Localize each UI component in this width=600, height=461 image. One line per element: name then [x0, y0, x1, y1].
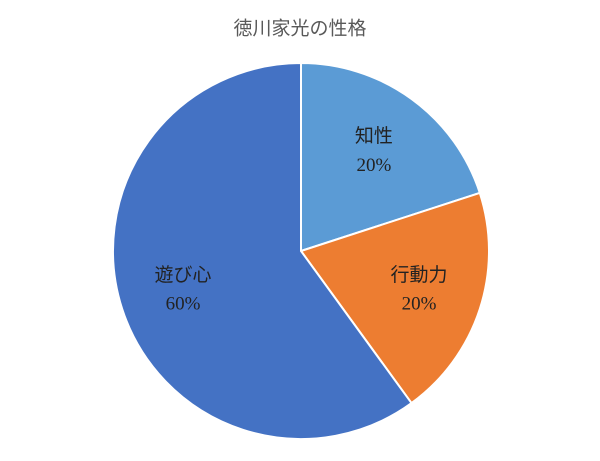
chart-title: 徳川家光の性格 [233, 18, 366, 40]
pie-slice [299, 191, 490, 405]
slice-value-label: 20% [402, 294, 437, 315]
pie-slice [300, 61, 482, 253]
pie-slice [112, 61, 413, 440]
slice-value-label: 20% [357, 155, 392, 176]
slice-category-label: 知性 [355, 125, 393, 147]
slice-value-label: 60% [166, 294, 201, 315]
slice-category-label: 遊び心 [154, 264, 211, 286]
slice-category-label: 行動力 [390, 264, 447, 286]
